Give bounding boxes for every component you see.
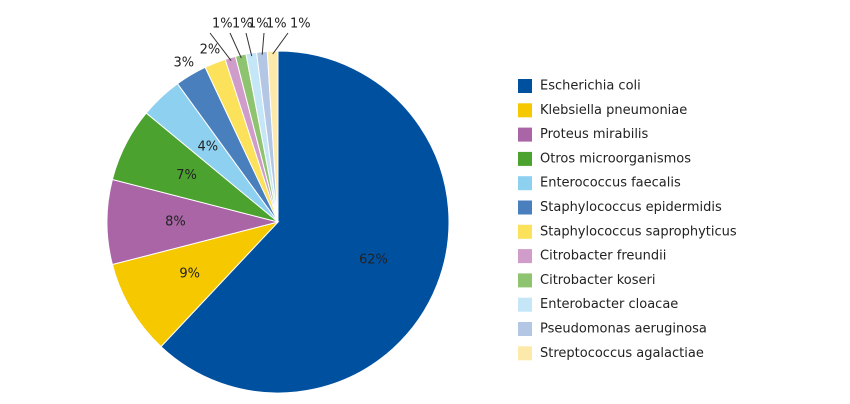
legend-label: Enterobacter cloacae (540, 297, 678, 312)
legend-swatch (518, 127, 532, 142)
legend-label: Staphylococcus saprophyticus (540, 224, 737, 239)
legend-label: Streptococcus agalactiae (540, 346, 704, 361)
slice-label: 7% (176, 168, 197, 183)
legend-swatch (518, 151, 532, 166)
legend-label: Staphylococcus epidermidis (540, 200, 722, 215)
leader-line (261, 32, 265, 55)
leader-line (272, 32, 289, 55)
legend-swatch (518, 297, 532, 312)
legend-label: Enterococcus faecalis (540, 176, 681, 191)
slice-label: 1% (266, 17, 287, 32)
slice-label: 1% (212, 17, 233, 32)
pie-slice (160, 50, 450, 394)
slice-label: 62% (359, 252, 388, 267)
slice-label: 9% (179, 267, 200, 282)
legend-label: Citrobacter freundii (540, 249, 666, 264)
legend-swatch (518, 79, 532, 93)
legend-swatch (518, 200, 532, 215)
legend-swatch (518, 273, 532, 288)
legend-swatch (518, 176, 532, 191)
slice-label: 3% (174, 55, 195, 70)
legend-label: Escherichia coli (540, 79, 641, 94)
pie-slice (111, 221, 280, 348)
legend-label: Pseudomonas aeruginosa (540, 322, 707, 337)
legend-label: Klebsiella pneumoniae (540, 103, 687, 118)
legend-swatch (518, 103, 532, 118)
slice-label: 1% (248, 17, 269, 32)
pie-slice (266, 50, 279, 223)
leader-line (245, 32, 253, 57)
legend-label: Proteus mirabilis (540, 127, 649, 142)
legend-label: Otros microorganismos (540, 151, 691, 166)
legend-swatch (518, 224, 532, 239)
slice-label: 1% (232, 17, 253, 32)
legend-swatch (518, 346, 532, 361)
slice-label: 1% (290, 17, 311, 32)
leader-line (229, 32, 242, 59)
slice-label: 4% (197, 140, 218, 155)
legend-swatch (518, 322, 532, 336)
legend-swatch (518, 249, 532, 264)
slice-label: 2% (200, 42, 221, 57)
legend-label: Citrobacter koseri (540, 273, 655, 288)
slice-label: 8% (165, 215, 186, 230)
leader-line (209, 32, 232, 61)
